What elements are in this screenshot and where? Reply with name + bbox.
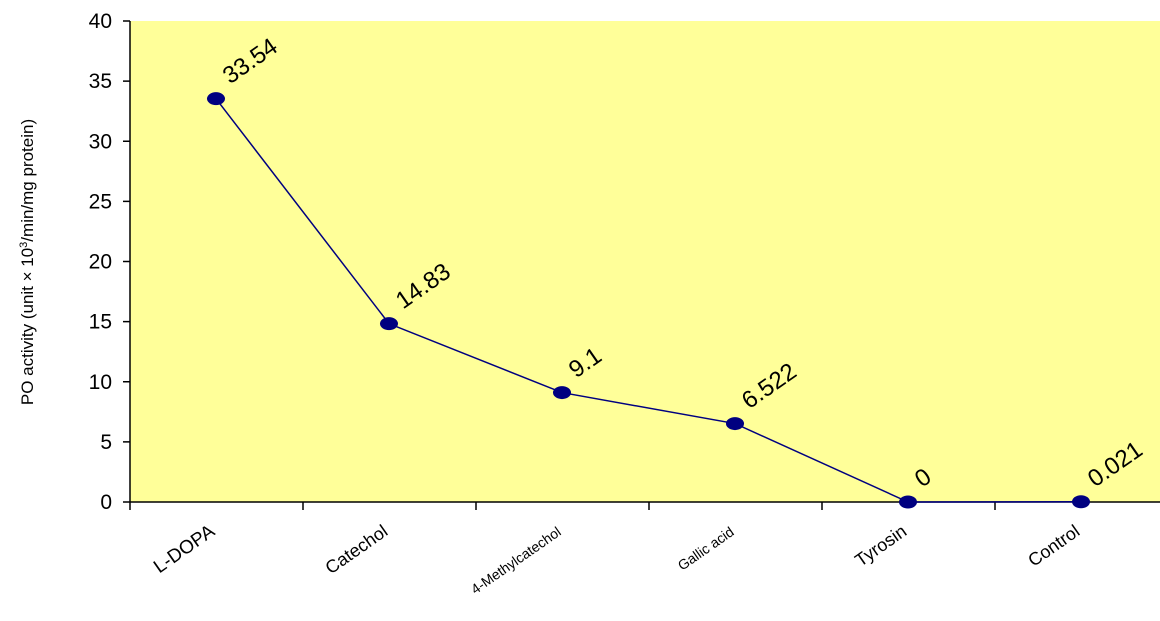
y-axis-label-before: PO activity (unit × 10 — [18, 248, 37, 405]
y-tick-label: 20 — [89, 251, 112, 274]
plot-area — [130, 21, 1160, 502]
data-point — [380, 317, 398, 331]
category-labels: L-DOPA Catechol 4-Methylcatechol Gallic aci… — [150, 521, 1083, 597]
category-label: 4-Methylcatechol — [468, 523, 564, 597]
y-tick-label: 0 — [100, 491, 112, 514]
series-line — [215, 98, 1082, 503]
category-label: Gallic acid — [675, 523, 737, 573]
y-tick-label: 25 — [89, 190, 112, 213]
data-point — [1072, 495, 1090, 509]
y-axis-label: PO activity (unit × 103/min/mg protein) — [18, 119, 37, 405]
category-label: Control — [1024, 521, 1083, 571]
y-tick-label: 35 — [89, 70, 112, 93]
data-point — [726, 417, 744, 431]
category-label: L-DOPA — [150, 521, 219, 578]
data-points — [207, 92, 1090, 509]
y-tick-label: 15 — [89, 311, 112, 334]
y-tick-label: 10 — [89, 371, 112, 394]
y-tick-label: 5 — [100, 431, 112, 454]
category-label: Tyrosin — [851, 521, 910, 571]
data-point — [553, 386, 571, 400]
y-tick-label: 40 — [89, 10, 112, 33]
category-label: Catechol — [322, 521, 392, 578]
y-tick-label: 30 — [89, 130, 112, 153]
y-axis-label-sup: 3 — [18, 242, 30, 248]
x-axis — [129, 501, 1160, 510]
data-point — [899, 495, 917, 509]
y-axis-label-after: /min/mg protein) — [18, 119, 37, 242]
data-point — [207, 92, 225, 106]
y-axis: 0 5 10 15 20 25 30 35 40 — [89, 10, 131, 514]
